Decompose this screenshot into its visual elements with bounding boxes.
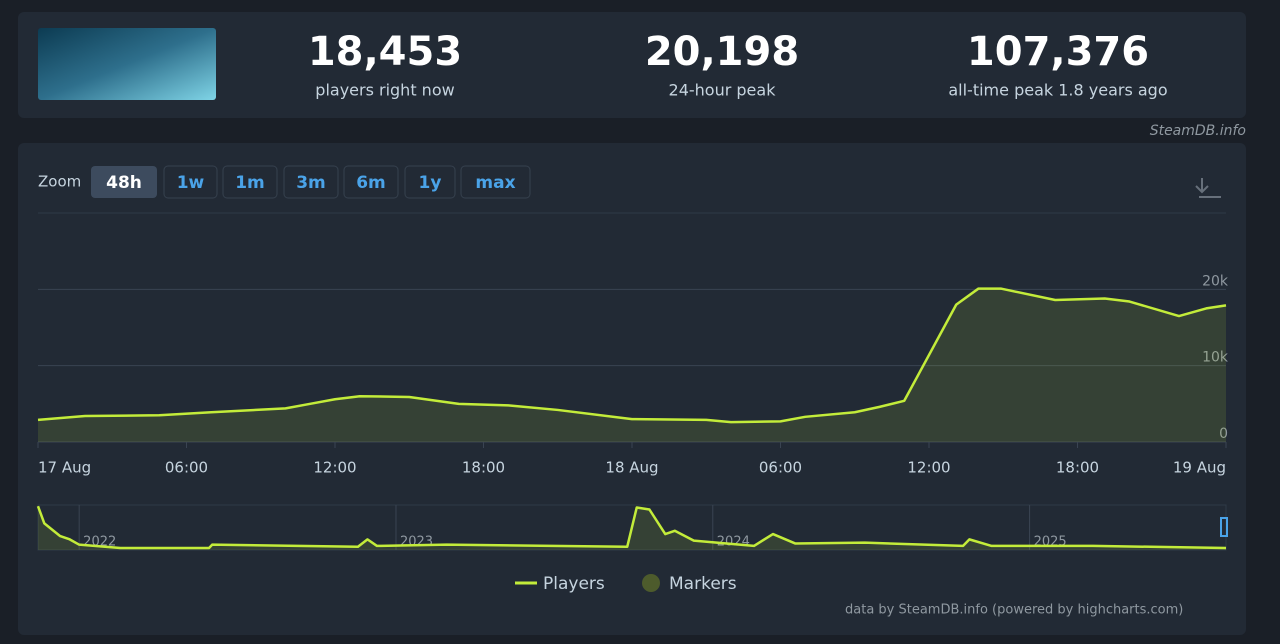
zoom-button[interactable] [283,165,339,199]
y-tick-label: 20k [1202,273,1229,289]
x-tick-label: 12:00 [907,459,950,477]
x-tick-label: 18:00 [1056,459,1099,477]
navigator: 2022 2023 2024 2025 [36,504,1228,551]
x-tick-label: 19 Aug [1173,459,1226,477]
zoom-button-label: 1m [235,173,265,193]
zoom-button-label: 3m [296,173,326,193]
area [38,288,1226,442]
x-tick-label: 06:00 [759,459,802,477]
zoom-button-label: 1w [177,173,205,193]
zoom-button-label: 1y [419,173,442,193]
source[interactable]: SteamDB.info [1150,123,1246,139]
zoom-button[interactable] [460,165,531,199]
game-art [38,28,216,100]
x-tick-label: 18 Aug [605,459,658,477]
stat-value: 107,376 [967,29,1149,75]
stat-label: players right now [315,81,454,100]
download-icon[interactable] [1195,178,1221,198]
credit: data by SteamDB.info (powered by highcha… [845,603,1183,618]
chart-panel [18,143,1246,635]
x-tick-label: 12:00 [313,459,356,477]
zoom-button-label: 48h [106,173,142,193]
zoom-buttons: 48h 1w 1m 3m 6m 1y max [91,165,531,199]
zoom-button-label: 6m [356,173,386,193]
zoom-button[interactable] [343,165,399,199]
navigator-handle[interactable] [1220,517,1228,537]
legend-marker [642,574,660,592]
stats-panel [18,12,1246,118]
zoom-button[interactable] [163,165,218,199]
zoom-label: Zoom [38,173,81,191]
x-tick-label: 18:00 [462,459,505,477]
x-tick-label: 17 Aug [38,459,91,477]
y-tick-label: 0 [1219,426,1228,442]
y-tick-label: 10k [1202,350,1229,366]
legend-label[interactable]: Players [543,574,605,594]
zoom-button[interactable] [404,165,456,199]
stat-label: all-time peak 1.8 years ago [948,81,1167,100]
stat-value: 18,453 [308,29,462,75]
stat-value: 20,198 [645,29,799,75]
legend-label[interactable]: Markers [669,574,737,594]
line [36,505,1227,550]
zoom-button[interactable] [91,166,157,198]
plot: 0 10k 20k 17 Aug 06:00 12:00 18:00 18 Aug 06:00 1… [37,273,1229,477]
line [37,287,1227,424]
x-tick-label: 06:00 [165,459,208,477]
zoom-button-label: max [475,173,515,193]
stat-label: 24-hour peak [669,81,777,100]
zoom-button[interactable] [222,165,278,199]
